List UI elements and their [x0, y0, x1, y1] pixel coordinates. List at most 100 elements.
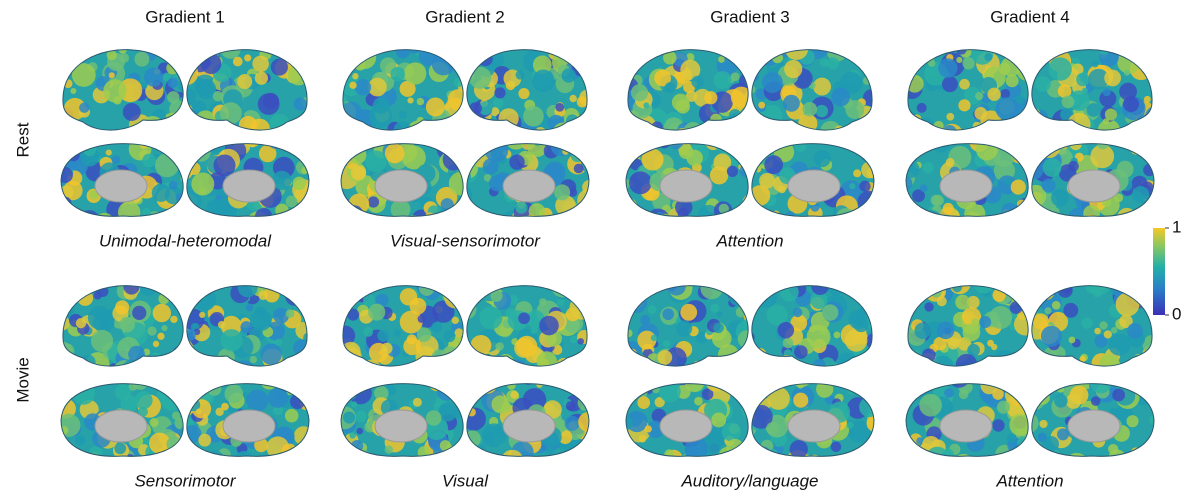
surface-patch [440, 346, 461, 367]
surface-patch [626, 198, 638, 215]
surface-patch [906, 212, 923, 217]
surface-patch [62, 315, 70, 331]
surface-patch [1102, 88, 1111, 97]
surface-patch [349, 432, 356, 439]
surface-patch [1031, 383, 1051, 394]
surface-patch [367, 196, 380, 208]
surface-patch [866, 49, 873, 58]
midline-wall [94, 409, 148, 443]
surface-patch [74, 49, 86, 60]
surface-map [186, 49, 308, 131]
surface-patch [1103, 330, 1112, 339]
surface-patch [906, 196, 907, 204]
surface-patch [250, 309, 272, 331]
surface-patch [344, 205, 364, 217]
surface-patch [1116, 455, 1133, 457]
surface-map [751, 49, 873, 131]
surface-patch [157, 121, 166, 130]
surface-patch [1031, 451, 1048, 457]
lateral-surface [751, 49, 873, 131]
surface-patch [458, 450, 464, 457]
surface-patch [134, 391, 153, 410]
surface-patch [111, 155, 121, 165]
surface-patch [1115, 292, 1140, 317]
row-label: Movie [13, 357, 32, 402]
surface-patch [1119, 314, 1133, 329]
surface-patch [362, 359, 382, 367]
lateral-surface [62, 49, 184, 131]
surface-patch [1057, 428, 1069, 441]
surface-patch [350, 165, 367, 181]
surface-patch [152, 303, 172, 323]
surface-patch [347, 308, 360, 321]
surface-patch [1092, 288, 1103, 298]
surface-patch [766, 304, 788, 326]
surface-outline [186, 49, 308, 131]
surface-patch [728, 285, 749, 307]
surface-patch [222, 361, 236, 367]
surface-patch [821, 304, 839, 321]
surface-patch [671, 93, 690, 112]
surface-patch [726, 438, 744, 457]
surface-patch [1068, 336, 1076, 344]
surface-patch [996, 400, 1011, 414]
surface-patch [751, 285, 755, 299]
surface-patch [862, 357, 871, 365]
surface-patch [549, 143, 558, 147]
surface-patch [221, 402, 229, 411]
surface-patch [643, 102, 650, 109]
surface-patch [168, 180, 178, 190]
colorbar-label: 1 [1172, 217, 1181, 236]
surface-map [466, 285, 588, 367]
surface-patch [62, 341, 73, 364]
surface-patch [973, 285, 994, 294]
surface-patch [285, 195, 298, 208]
surface-patch [627, 143, 643, 153]
surface-patch [456, 49, 464, 66]
surface-patch [1000, 88, 1011, 99]
surface-patch [930, 286, 942, 298]
surface-patch [463, 208, 470, 215]
surface-patch [715, 133, 724, 142]
surface-patch [844, 329, 868, 352]
lateral-surface [907, 49, 1029, 131]
medial-surface [60, 383, 184, 457]
surface-patch [186, 383, 200, 395]
surface-patch [199, 311, 206, 319]
surface-patch [254, 438, 269, 453]
surface-patch [936, 296, 947, 307]
surface-patch [444, 286, 464, 309]
surface-patch [1010, 179, 1026, 195]
surface-patch [198, 433, 212, 447]
surface-patch [962, 323, 981, 342]
surface-patch [751, 49, 767, 57]
surface-patch [761, 285, 776, 293]
surface-patch [1031, 108, 1041, 119]
surface-patch [491, 395, 510, 414]
surface-patch [515, 70, 525, 80]
surface-patch [933, 120, 944, 131]
surface-patch [858, 49, 868, 56]
surface-patch [61, 452, 73, 457]
surface-patch [848, 420, 871, 443]
surface-patch [663, 117, 684, 131]
surface-patch [342, 123, 349, 131]
surface-patch [1147, 394, 1154, 401]
surface-outline [627, 285, 749, 367]
midline-wall [659, 169, 713, 203]
surface-patch [416, 327, 432, 342]
surface-patch [80, 134, 89, 143]
surface-outline [627, 49, 749, 131]
surface-patch [117, 201, 141, 217]
midline-wall [1067, 409, 1121, 443]
lateral-surface [62, 285, 184, 367]
surface-patch [454, 112, 464, 131]
surface-patch [852, 363, 859, 367]
surface-patch [341, 384, 358, 400]
surface-patch [734, 127, 749, 131]
surface-outline [625, 143, 749, 217]
surface-patch [62, 293, 68, 308]
colorbar-label: 0 [1172, 304, 1181, 323]
surface-outline [466, 49, 588, 131]
surface-patch [751, 85, 756, 94]
